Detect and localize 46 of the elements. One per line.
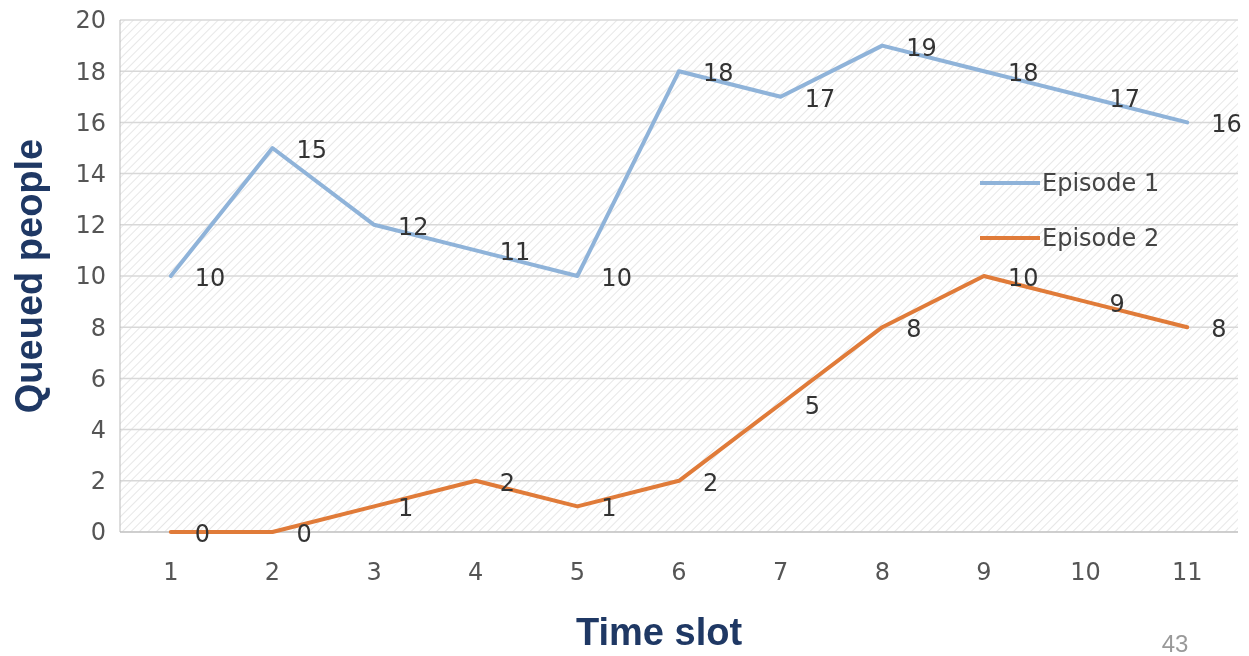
data-label: 19 bbox=[906, 33, 937, 62]
data-label: 15 bbox=[296, 136, 327, 164]
y-tick-label: 6 bbox=[90, 364, 106, 393]
data-label: 10 bbox=[194, 264, 226, 292]
y-tick-label: 16 bbox=[75, 108, 106, 137]
y-tick-label: 2 bbox=[90, 467, 106, 496]
data-label: 8 bbox=[906, 315, 922, 344]
x-tick-label: 6 bbox=[671, 558, 687, 586]
data-label: 10 bbox=[1007, 264, 1039, 292]
x-tick-label: 1 bbox=[163, 558, 179, 586]
text: 43 bbox=[1161, 630, 1189, 656]
data-label: 18 bbox=[1007, 59, 1039, 88]
x-tick-label: 9 bbox=[976, 558, 992, 586]
data-label: 17 bbox=[1109, 84, 1141, 113]
y-tick-label: 18 bbox=[75, 57, 106, 86]
data-label: 2 bbox=[703, 468, 719, 497]
x-tick-label: 8 bbox=[874, 558, 890, 586]
y-tick-label: 12 bbox=[75, 211, 106, 240]
data-label: 0 bbox=[296, 520, 312, 548]
data-label: 5 bbox=[804, 392, 820, 420]
data-label: 11 bbox=[499, 238, 531, 267]
x-tick-label: 4 bbox=[468, 558, 484, 586]
x-tick-label: 7 bbox=[773, 558, 789, 586]
data-label: 1 bbox=[601, 494, 617, 523]
data-label: 10 bbox=[601, 264, 632, 292]
data-label: 1 bbox=[398, 494, 414, 523]
data-label: 17 bbox=[804, 84, 836, 113]
y-tick-label: 8 bbox=[90, 313, 106, 342]
x-tick-label: 5 bbox=[569, 558, 585, 586]
data-label: 12 bbox=[398, 212, 429, 241]
legend-label: Episode 1 bbox=[1042, 169, 1160, 198]
y-tick-label: 4 bbox=[90, 416, 106, 444]
y-tick-label: 10 bbox=[75, 262, 106, 291]
x-axis-title: Time slot bbox=[575, 611, 743, 653]
legend-label: Episode 2 bbox=[1042, 224, 1160, 253]
y-axis-title: Queued people bbox=[8, 138, 50, 414]
x-tick-label: 2 bbox=[264, 558, 281, 586]
data-label: 18 bbox=[703, 59, 734, 88]
y-tick-label: 20 bbox=[75, 6, 106, 35]
y-tick-label: 0 bbox=[90, 518, 106, 547]
x-tick-label: 3 bbox=[366, 558, 382, 586]
x-tick-label: 11 bbox=[1171, 558, 1203, 586]
data-label: 16 bbox=[1211, 110, 1242, 139]
data-label: 8 bbox=[1211, 315, 1227, 344]
x-tick-label: 10 bbox=[1070, 558, 1101, 586]
y-tick-label: 14 bbox=[75, 160, 106, 188]
